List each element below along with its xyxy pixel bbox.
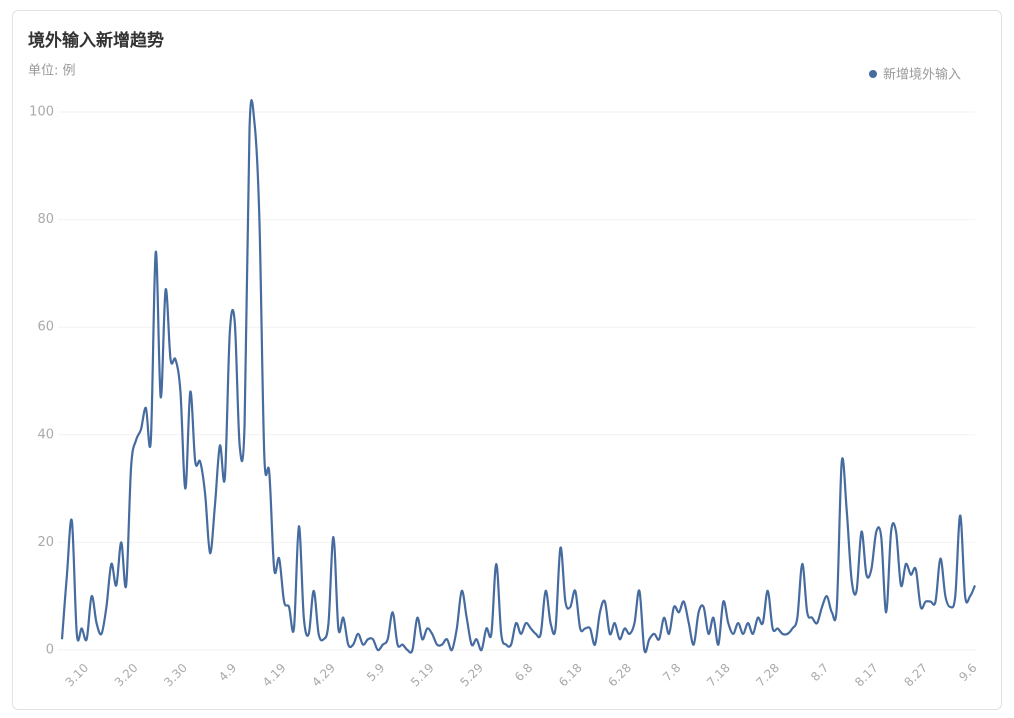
- x-tick-label: 6.18: [556, 661, 585, 690]
- x-tick-label: 7.18: [704, 661, 733, 690]
- x-tick-label: 5.9: [364, 661, 387, 684]
- x-tick-label: 9.6: [956, 661, 979, 684]
- x-tick-label: 8.27: [901, 661, 930, 690]
- x-tick-label: 3.30: [161, 661, 190, 690]
- x-tick-label: 5.29: [457, 661, 486, 690]
- y-tick-label: 80: [37, 212, 54, 227]
- chart-title: 境外输入新增趋势: [28, 30, 164, 51]
- y-tick-label: 60: [37, 320, 54, 335]
- chart-subtitle: 单位: 例: [28, 64, 76, 79]
- y-tick-label: 0: [46, 643, 54, 658]
- y-tick-label: 100: [29, 105, 54, 120]
- x-tick-label: 4.19: [260, 661, 289, 690]
- y-tick-label: 20: [37, 535, 54, 550]
- x-tick-label: 4.9: [216, 661, 239, 684]
- x-tick-label: 3.10: [62, 661, 91, 690]
- line-series: [60, 99, 977, 654]
- x-tick-label: 5.19: [408, 661, 437, 690]
- x-tick-label: 3.20: [112, 661, 141, 690]
- x-tick-label: 7.28: [753, 661, 782, 690]
- y-tick-label: 40: [37, 427, 54, 442]
- x-tick-label: 6.28: [605, 661, 634, 690]
- x-tick-label: 6.8: [512, 661, 535, 684]
- legend-marker: [869, 70, 877, 78]
- x-tick-label: 7.8: [660, 661, 683, 684]
- x-tick-label: 8.17: [852, 661, 881, 690]
- x-tick-label: 4.29: [309, 661, 338, 690]
- card: [12, 10, 1002, 710]
- x-tick-label: 8.7: [808, 661, 831, 684]
- legend-label: 新增境外输入: [883, 67, 961, 83]
